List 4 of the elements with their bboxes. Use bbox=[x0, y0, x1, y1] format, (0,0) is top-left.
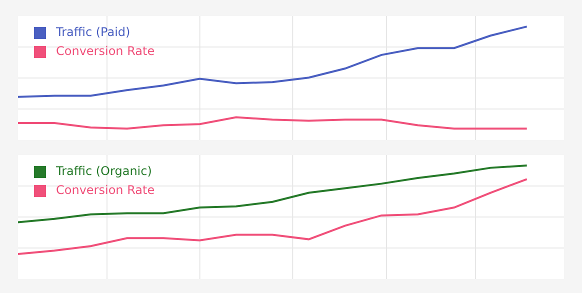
legend-label: Conversion Rate bbox=[56, 43, 155, 60]
legend-label: Conversion Rate bbox=[56, 182, 155, 199]
legend-label: Traffic (Paid) bbox=[56, 24, 130, 41]
legend-label: Traffic (Organic) bbox=[56, 163, 152, 180]
